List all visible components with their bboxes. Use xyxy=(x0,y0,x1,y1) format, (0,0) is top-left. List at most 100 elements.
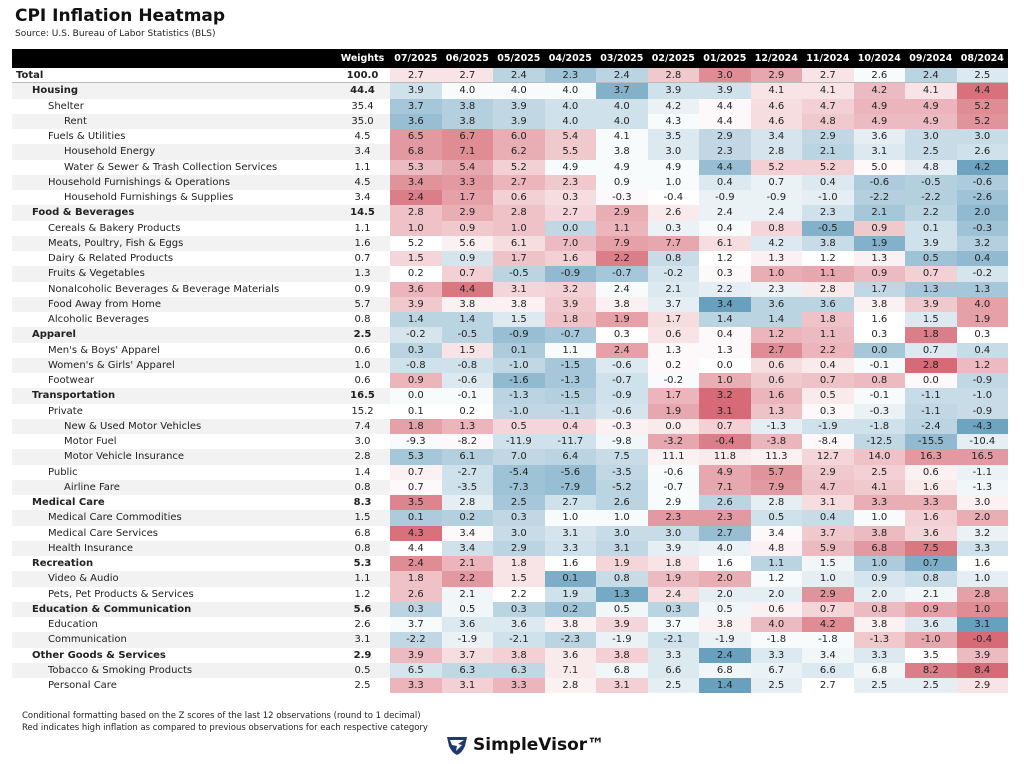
heat-cell: -8.4 xyxy=(802,434,854,450)
heat-cell: 3.5 xyxy=(390,495,442,511)
heat-cell: 1.0 xyxy=(956,571,1009,587)
heat-cell: 1.8 xyxy=(647,556,700,572)
heat-cell: 0.2 xyxy=(441,403,494,419)
heat-cell: 4.6 xyxy=(750,113,803,129)
heat-cell: -2.4 xyxy=(905,418,957,434)
weight: 2.6 xyxy=(354,619,371,630)
heat-cell: 4.9 xyxy=(905,113,957,129)
heat-cell: -0.6 xyxy=(596,357,648,373)
heat-cell: 1.8 xyxy=(390,571,442,587)
heat-cell: 0.9 xyxy=(390,373,442,389)
heat-cell: 4.9 xyxy=(544,159,597,175)
category-name: Communication xyxy=(12,632,335,648)
heat-cell: -0.1 xyxy=(853,388,906,404)
heat-cell: 3.9 xyxy=(493,113,545,129)
weight: 0.7 xyxy=(354,253,371,264)
heat-cell: -1.3 xyxy=(853,632,906,648)
heat-cell: 2.5 xyxy=(853,678,906,694)
footnote: Conditional formatting based on the Z sc… xyxy=(22,711,421,721)
heat-cell: 3.3 xyxy=(853,495,906,511)
weight: 0.6 xyxy=(354,375,371,386)
source: Source: U.S. Bureau of Labor Statistics … xyxy=(15,29,216,39)
heat-cell: 2.4 xyxy=(699,205,751,221)
header-cell: 04/2025 xyxy=(548,53,592,64)
category-name: Total xyxy=(12,68,335,84)
heat-cell: 0.8 xyxy=(750,220,803,236)
heat-cell: 2.0 xyxy=(853,586,906,602)
category-name: Public xyxy=(48,466,78,478)
weight: 35.0 xyxy=(335,113,390,129)
heat-cell: 2.1 xyxy=(853,205,906,221)
weight: 6.8 xyxy=(354,527,371,539)
heat-cell: 0.0 xyxy=(853,342,906,358)
heat-cell: 2.5 xyxy=(853,464,906,480)
heat-cell: 7.9 xyxy=(596,235,648,251)
heat-cell: 1.0 xyxy=(390,220,442,236)
category-name: Food & Beverages xyxy=(12,205,335,221)
heat-cell: 4.1 xyxy=(802,83,854,99)
heat-cell: 4.1 xyxy=(905,83,957,99)
category-name: Household Furnishings & Supplies xyxy=(64,192,234,203)
heat-cell: 2.4 xyxy=(390,556,442,572)
heat-cell: 1.2 xyxy=(750,571,803,587)
weight: 3.4 xyxy=(335,144,390,160)
weight: 2.5 xyxy=(354,680,371,691)
heat-cell: 3.9 xyxy=(390,647,442,663)
heat-cell: -1.9 xyxy=(441,632,494,648)
category-name: Medical Care Commodities xyxy=(12,510,335,526)
heat-cell: 3.8 xyxy=(853,617,906,633)
heat-cell: -0.7 xyxy=(647,479,700,495)
heat-cell: 0.4 xyxy=(699,220,751,236)
weight: 3.1 xyxy=(335,632,390,648)
heat-cell: 0.9 xyxy=(853,266,906,282)
heat-cell: 0.6 xyxy=(905,464,957,480)
heat-cell: 6.8 xyxy=(853,540,906,556)
heat-cell: 1.9 xyxy=(647,571,700,587)
heat-cell: 5.9 xyxy=(802,540,854,556)
heat-cell: 3.3 xyxy=(905,495,957,511)
heat-cell: 3.7 xyxy=(802,525,854,541)
heat-cell: 7.0 xyxy=(493,449,545,465)
heat-cell: 0.1 xyxy=(390,510,442,526)
heat-cell: 4.0 xyxy=(596,98,648,114)
heat-cell: -0.5 xyxy=(493,266,545,282)
heat-cell: -10.4 xyxy=(956,434,1009,450)
heat-cell: 7.9 xyxy=(750,479,803,495)
table-row: Total 100.0 2.7 2.7 2.4 2.3 2.4 2.8 3.0 2.9 2.7 2.6… xyxy=(12,68,1009,84)
heat-cell: 7.0 xyxy=(544,235,597,251)
heat-cell: 6.2 xyxy=(493,144,545,160)
heat-cell: 3.1 xyxy=(956,617,1009,633)
heat-cell: 6.1 xyxy=(441,449,494,465)
heat-cell: 0.2 xyxy=(390,266,442,282)
heat-cell: 3.8 xyxy=(853,296,906,312)
heat-cell: 0.4 xyxy=(699,327,751,343)
heatmap-table: Weights 07/2025 06/2025 05/2025 04/2025 03/20… xyxy=(12,49,1009,694)
heat-cell: 1.0 xyxy=(853,556,906,572)
heat-cell: -1.1 xyxy=(956,464,1009,480)
heat-cell: 4.1 xyxy=(596,129,648,145)
heat-cell: 8.2 xyxy=(905,662,957,678)
heat-cell: -0.2 xyxy=(647,373,700,389)
heat-cell: 1.4 xyxy=(699,312,751,328)
heat-cell: 0.3 xyxy=(390,342,442,358)
heat-cell: 6.1 xyxy=(493,235,545,251)
heat-cell: -4.3 xyxy=(956,418,1009,434)
heat-cell: 2.6 xyxy=(956,144,1009,160)
heat-cell: -1.0 xyxy=(956,388,1009,404)
heat-cell: 3.4 xyxy=(750,129,803,145)
heat-cell: 2.8 xyxy=(750,495,803,511)
heat-cell: 3.3 xyxy=(956,540,1009,556)
heat-cell: 1.5 xyxy=(493,312,545,328)
heat-cell: 3.8 xyxy=(493,647,545,663)
weight: 0.6 xyxy=(354,344,371,356)
heat-cell: 1.6 xyxy=(750,388,803,404)
heat-cell: 3.4 xyxy=(699,296,751,312)
weight: 5.7 xyxy=(335,296,390,312)
table-row: Household Energy 3.4 6.8 7.1 6.2 5.5 3.8 3.0 2.3… xyxy=(12,144,1009,160)
heat-cell: 1.9 xyxy=(853,235,906,251)
heat-cell: -12.5 xyxy=(853,434,906,450)
heat-cell: 5.2 xyxy=(493,159,545,175)
heat-cell: 1.0 xyxy=(853,510,906,526)
table-row: Medical Care 8.3 3.5 2.8 2.5 2.7 2.6 2.9 2.6 2.8 3… xyxy=(12,495,1009,511)
heat-cell: -0.6 xyxy=(647,464,700,480)
